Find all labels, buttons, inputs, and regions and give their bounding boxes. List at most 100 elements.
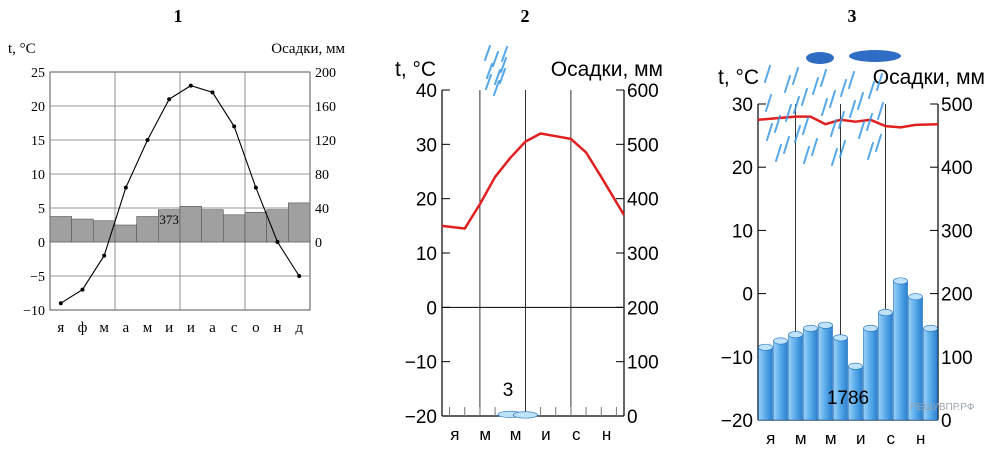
rain-streak — [766, 123, 773, 141]
temperature-line — [757, 115, 939, 129]
left-tick-label: −20 — [721, 411, 753, 432]
chart-title: 1 — [174, 6, 183, 26]
rain-streak — [493, 80, 500, 96]
precip-bar — [893, 280, 908, 421]
rain-streak — [783, 136, 790, 154]
temperature-point — [145, 138, 150, 142]
category-label: я — [450, 425, 459, 444]
rain-streak — [794, 125, 801, 143]
precip-bar — [266, 209, 289, 243]
temperature-point — [102, 253, 107, 258]
rain-streak — [866, 113, 873, 131]
rain-streak — [877, 102, 884, 120]
right-tick-label: 300 — [941, 221, 973, 242]
rain-streak — [831, 148, 838, 166]
left-tick-label: 25 — [31, 66, 45, 81]
left-tick-label: 30 — [732, 95, 753, 116]
rain-streak — [829, 90, 836, 108]
right-tick-label: 500 — [941, 95, 973, 116]
right-tick-label: 160 — [315, 100, 336, 115]
rain-streak — [801, 88, 808, 106]
category-label: а — [209, 320, 216, 336]
rain-streak — [500, 57, 507, 73]
left-tick-label: 30 — [416, 135, 437, 156]
rain-streak — [802, 117, 809, 135]
precip-bar — [758, 347, 773, 421]
precip-bar — [201, 209, 224, 243]
right-axis-title: Осадки, мм — [551, 58, 663, 81]
rain-streak — [492, 51, 499, 67]
rain-streak — [875, 134, 882, 152]
precip-total-label: 3 — [503, 380, 514, 401]
temperature-point — [275, 240, 280, 244]
category-label: с — [572, 425, 581, 444]
rain-streak — [812, 77, 819, 95]
rain-streak — [821, 98, 828, 116]
right-tick-label: 100 — [941, 348, 973, 369]
temperature-line — [60, 84, 300, 304]
left-tick-label: 10 — [416, 244, 437, 265]
precip-bar-top — [833, 334, 848, 342]
rain-streak — [764, 65, 771, 83]
left-axis-title: t, °C — [395, 58, 436, 81]
precip-bar — [288, 202, 311, 243]
category-label: и — [541, 425, 551, 444]
rain-streak — [858, 121, 865, 139]
rain-streak — [499, 68, 506, 84]
category-label: а — [122, 320, 129, 336]
right-tick-label: 0 — [627, 407, 638, 428]
rain-streak — [840, 79, 847, 97]
rain-streak — [785, 104, 792, 122]
category-label: с — [887, 429, 896, 448]
precip-bar — [71, 218, 94, 243]
precip-bar-top — [893, 277, 908, 285]
right-tick-label: 300 — [627, 244, 659, 265]
category-label: н — [916, 429, 925, 448]
precip-bar-top — [818, 321, 833, 329]
category-label: я — [57, 320, 64, 336]
right-tick-label: 0 — [941, 411, 952, 432]
precip-bar-top — [773, 337, 788, 345]
rain-streak — [765, 94, 772, 112]
rain-streak — [784, 75, 791, 93]
rain-streak — [867, 142, 874, 160]
rain-streak — [811, 138, 818, 156]
precip-bar-top — [788, 331, 803, 339]
left-tick-label: 5 — [38, 202, 45, 217]
temperature-point — [232, 124, 237, 129]
rain-streak — [839, 140, 846, 158]
rain-streak — [486, 63, 493, 79]
category-label: и — [187, 320, 195, 336]
temperature-line — [441, 132, 626, 230]
category-label: о — [252, 320, 260, 336]
category-label: ф — [78, 320, 88, 336]
right-tick-label: 0 — [315, 236, 322, 251]
left-tick-label: 10 — [31, 168, 45, 183]
precip-bar-top — [512, 411, 538, 419]
right-tick-label: 600 — [627, 81, 659, 102]
left-tick-label: −10 — [721, 348, 753, 369]
right-tick-label: 400 — [941, 158, 973, 179]
temperature-point — [253, 185, 258, 190]
right-tick-label: 40 — [315, 202, 329, 217]
precip-bar-top — [758, 343, 773, 351]
rain-streak — [849, 100, 856, 118]
left-tick-label: 20 — [416, 190, 437, 211]
right-tick-label: 100 — [627, 353, 659, 374]
precip-bar — [244, 211, 267, 243]
left-tick-label: 0 — [426, 298, 437, 319]
precip-total-label: 1786 — [827, 388, 869, 409]
right-tick-label: 120 — [315, 134, 336, 149]
temperature-point — [297, 274, 302, 278]
rain-streak — [803, 146, 810, 164]
category-label: м — [510, 425, 522, 444]
chart-title: 3 — [848, 6, 857, 26]
cloud-shape — [806, 52, 834, 64]
left-tick-label: −10 — [23, 304, 45, 319]
precip-total-label: 373 — [159, 212, 179, 227]
precip-bar-top — [908, 293, 923, 301]
right-tick-label: 80 — [315, 168, 329, 183]
